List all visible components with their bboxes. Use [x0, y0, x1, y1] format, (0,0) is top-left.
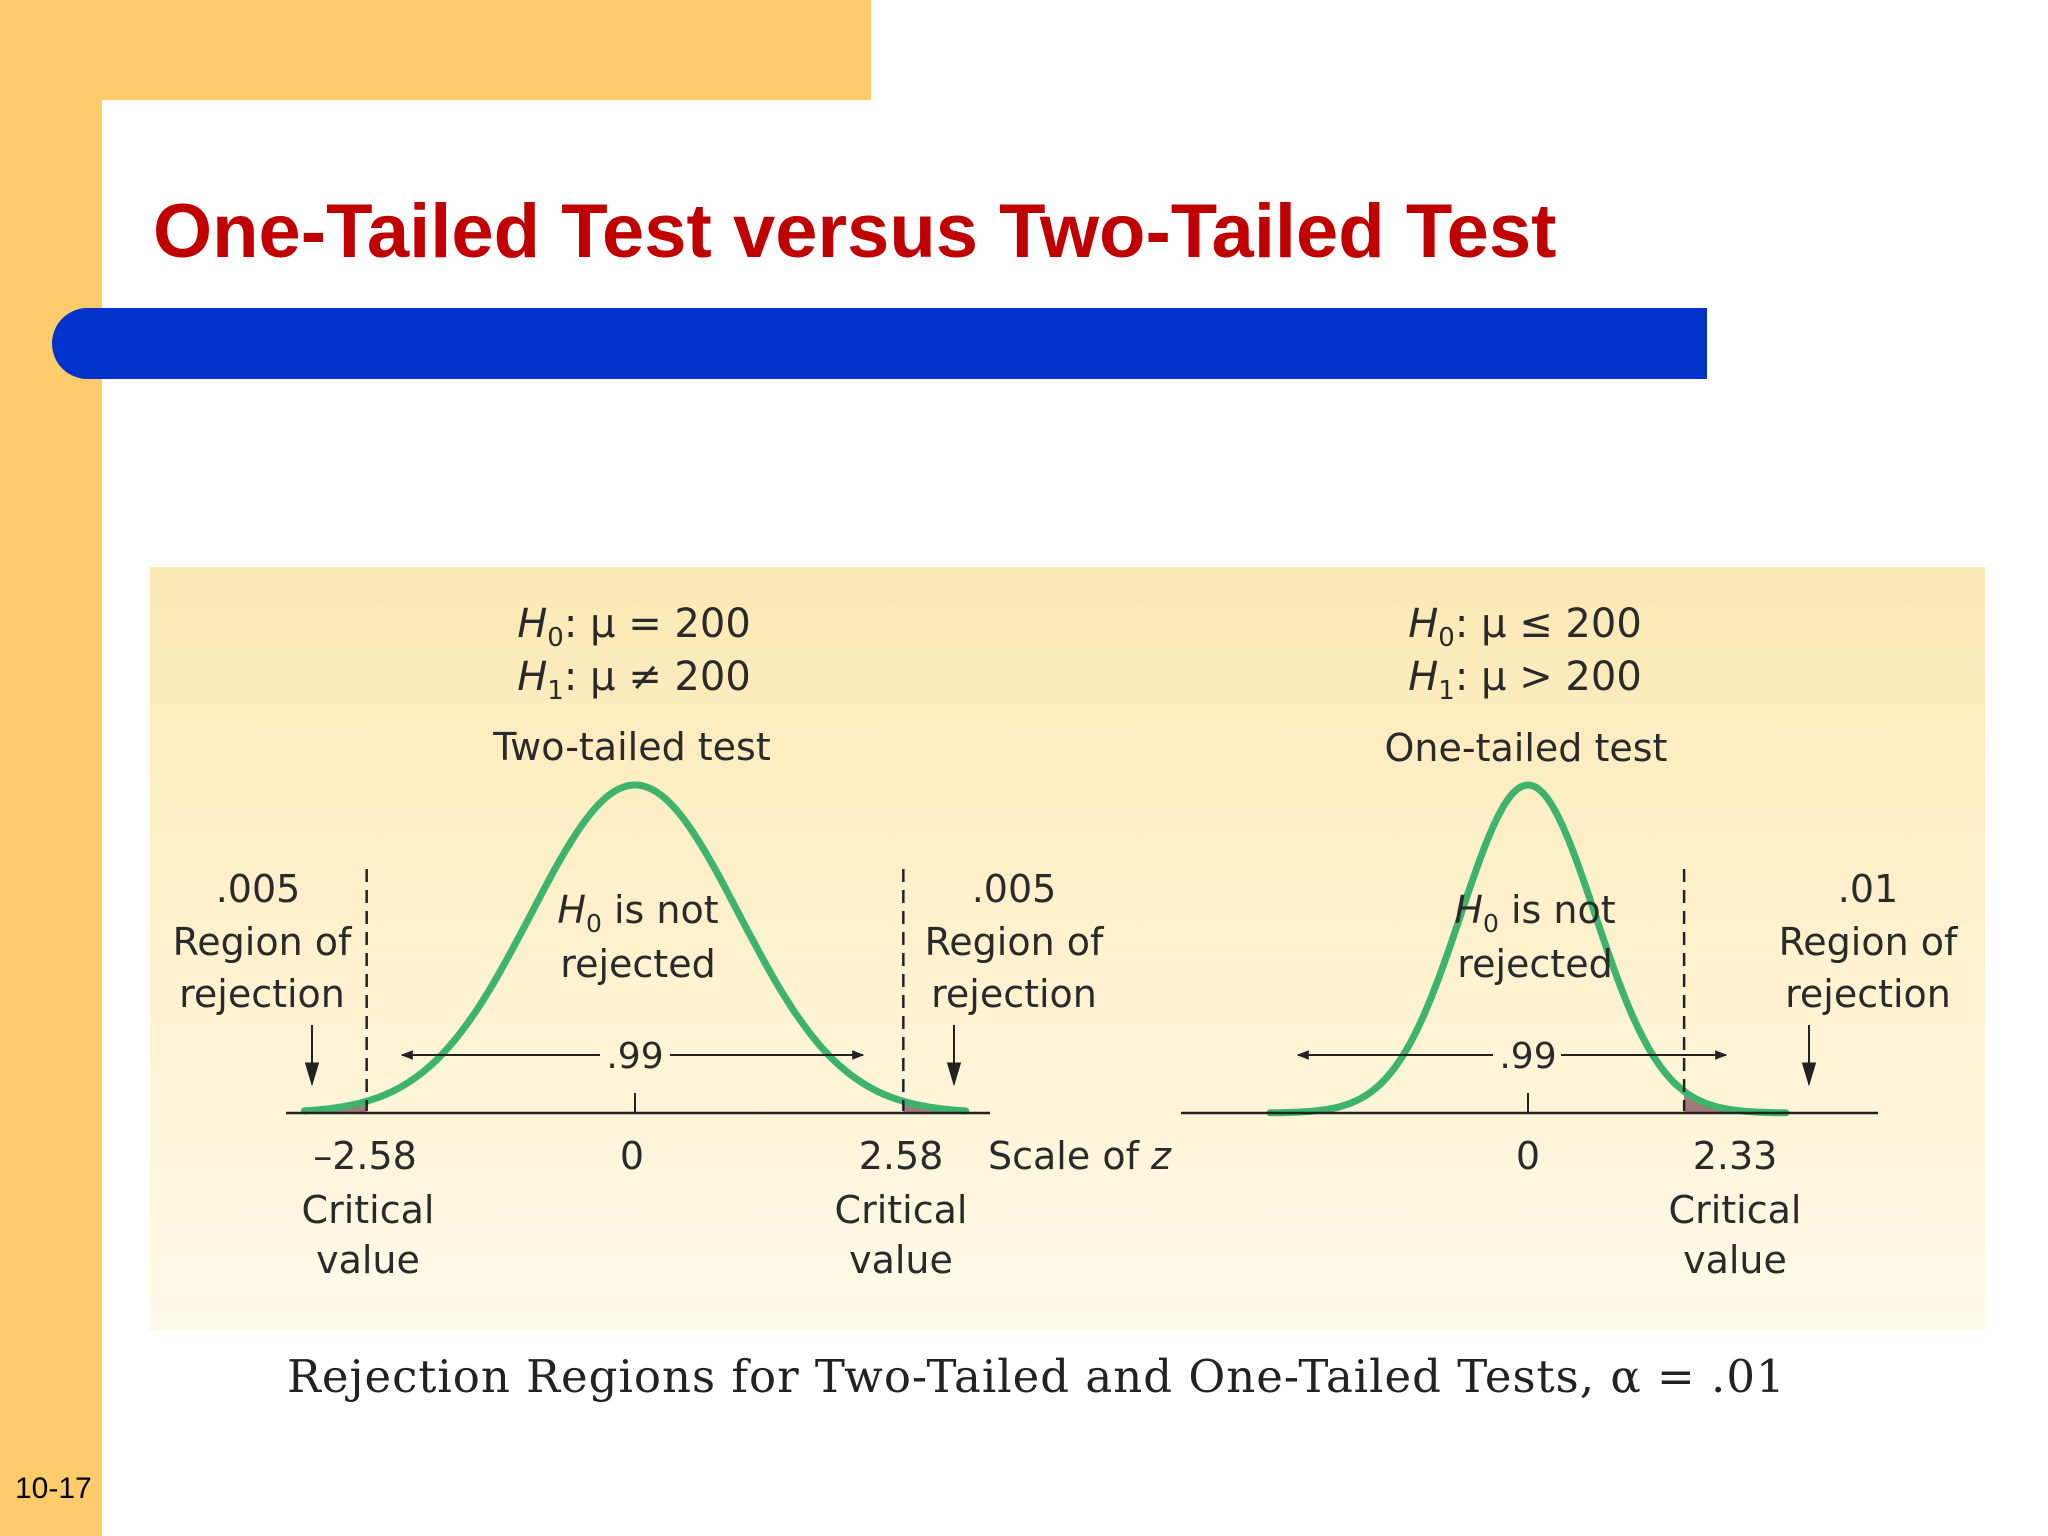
one-tailed-region-line2: rejection: [1785, 972, 1951, 1016]
one-tailed-center-line1: H0 is not: [1454, 888, 1615, 938]
two-tailed-left-region-line2: rejection: [179, 972, 345, 1016]
two-tailed-right-critical-line2: value: [849, 1238, 953, 1282]
figure-caption: Rejection Regions for Two-Tailed and One…: [287, 1350, 1786, 1403]
two-tailed-right-critical-line1: Critical: [835, 1188, 968, 1232]
one-tailed-tick-center: 0: [1516, 1134, 1540, 1178]
one-tailed-panel: H0: μ ≤ 200 H1: μ > 200 One-tailed test …: [1181, 601, 1959, 1282]
two-tailed-normal-curve: [300, 781, 970, 1115]
one-tailed-critical-line1: Critical: [1669, 1188, 1802, 1232]
two-tailed-left-region-line1: Region of: [173, 920, 353, 964]
top-left-band: [0, 0, 871, 100]
two-tailed-h1: H1: μ ≠ 200: [517, 654, 751, 706]
two-tailed-panel: H0: μ = 200 H1: μ ≠ 200 Two-tailed test …: [173, 601, 1172, 1282]
two-tailed-right-region-line2: rejection: [931, 972, 1097, 1016]
one-tailed-test-label: One-tailed test: [1385, 726, 1668, 770]
two-tailed-tick-right: 2.58: [859, 1134, 944, 1178]
one-tailed-h0: H0: μ ≤ 200: [1408, 601, 1642, 653]
two-tailed-h0: H0: μ = 200: [517, 601, 751, 653]
slide-number: 10-17: [15, 1472, 92, 1505]
two-tailed-tick-center: 0: [620, 1134, 644, 1178]
one-tailed-normal-curve: [1266, 781, 1790, 1117]
two-tailed-test-label: Two-tailed test: [492, 725, 771, 769]
figure-svg: H0: μ = 200 H1: μ ≠ 200 Two-tailed test …: [150, 567, 1985, 1331]
one-tailed-tick-right: 2.33: [1693, 1134, 1778, 1178]
two-tailed-tick-left: –2.58: [313, 1134, 417, 1178]
left-sidebar-band: [0, 0, 102, 1536]
two-tailed-right-region-line1: Region of: [925, 920, 1105, 964]
one-tailed-accept-prob: .99: [1499, 1036, 1556, 1077]
slide-title: One-Tailed Test versus Two-Tailed Test: [153, 189, 1557, 274]
two-tailed-right-region-prob: .005: [972, 867, 1057, 911]
scale-of-z-label: Scale of z: [988, 1134, 1172, 1178]
one-tailed-critical-line2: value: [1683, 1238, 1787, 1282]
one-tailed-region-prob: .01: [1838, 867, 1898, 911]
two-tailed-accept-prob: .99: [606, 1036, 663, 1077]
two-tailed-left-critical-line1: Critical: [302, 1188, 435, 1232]
figure-background: [150, 567, 1985, 1331]
two-tailed-center-line1: H0 is not: [557, 888, 718, 938]
title-underline-band: [52, 308, 1707, 379]
one-tailed-center-line2: rejected: [1457, 942, 1612, 986]
two-tailed-left-region-prob: .005: [216, 867, 301, 911]
two-tailed-left-critical-line2: value: [316, 1238, 420, 1282]
rejection-regions-figure: H0: μ = 200 H1: μ ≠ 200 Two-tailed test …: [150, 567, 1985, 1331]
two-tailed-center-line2: rejected: [560, 942, 715, 986]
one-tailed-region-line1: Region of: [1779, 920, 1959, 964]
one-tailed-h1: H1: μ > 200: [1408, 654, 1642, 706]
